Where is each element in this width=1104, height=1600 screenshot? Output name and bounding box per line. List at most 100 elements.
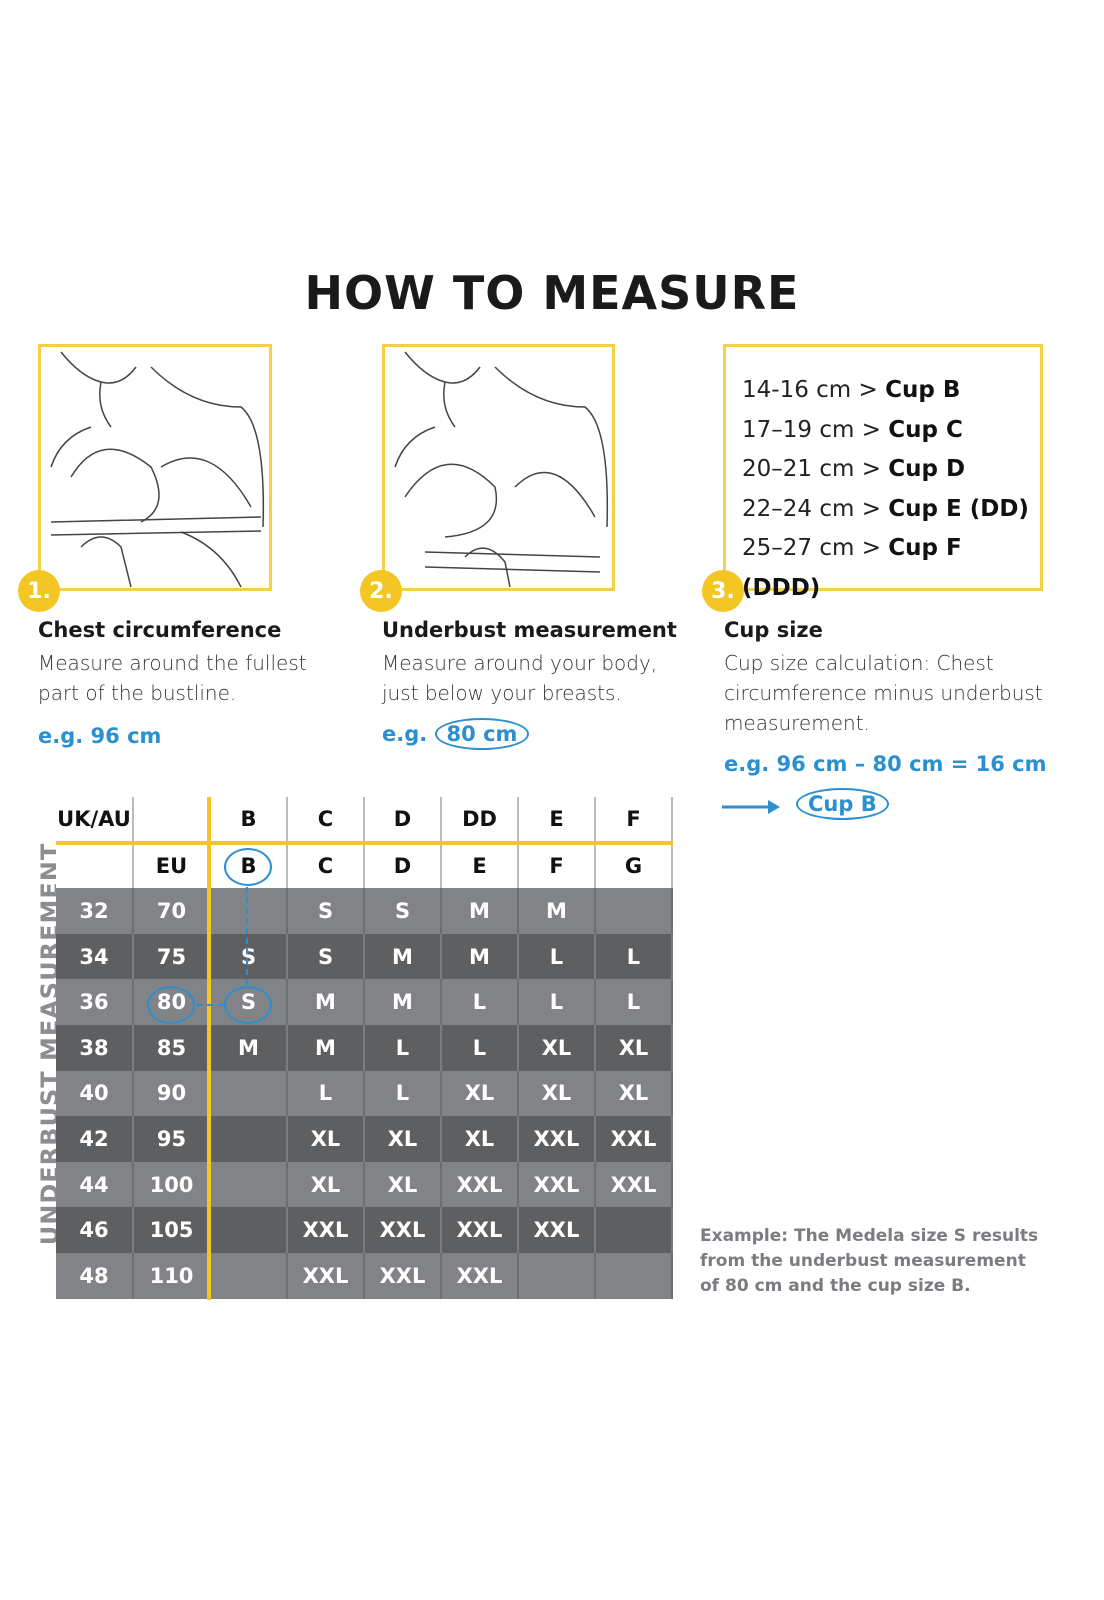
table-cell: XXL [364, 1252, 442, 1299]
table-cell: L [287, 1070, 365, 1117]
dashed-arrow-down [246, 887, 248, 985]
table-cell: XXL [441, 1207, 519, 1253]
table-cell: XL [595, 1024, 673, 1071]
table-cell: S [364, 888, 442, 934]
table-cell: B [210, 797, 288, 845]
step-3-example: e.g. 96 cm – 80 cm = 16 cm [724, 752, 1047, 776]
step-1-description: Measure around the fullest part of the b… [38, 651, 307, 705]
table-cell: E [441, 842, 519, 889]
table-cell: XL [518, 1070, 596, 1117]
table-cell: 90 [133, 1070, 211, 1117]
underbust-illustration [382, 344, 615, 591]
step-1-badge: 1. [18, 570, 60, 612]
step-2-example-value: 80 cm [434, 718, 530, 750]
step-2-example: e.g. 80 cm [382, 718, 530, 750]
table-cell: 85 [133, 1024, 211, 1071]
table-row: 38 85 M M L L XL XL [56, 1024, 673, 1071]
table-cell: M [364, 933, 442, 980]
dashed-arrow-right [196, 1004, 224, 1006]
table-cell: XL [518, 1024, 596, 1071]
table-cell: L [441, 1024, 519, 1071]
chest-measure-drawing [50, 351, 265, 588]
yellow-divider [207, 797, 211, 1300]
table-cell: 42 [56, 1116, 134, 1162]
table-cell: 36 [56, 979, 134, 1025]
table-cell: L [518, 933, 596, 980]
step-2-badge: 2. [360, 570, 402, 612]
cup-size-table: 14-16 cm > Cup B 17–19 cm > Cup C 20–21 … [723, 344, 1043, 601]
table-cell: L [441, 979, 519, 1025]
step-1-title: Chest circumference [38, 618, 282, 642]
table-cell: L [364, 1024, 442, 1071]
table-cell: UK/AU [56, 797, 134, 845]
table-cell: M [287, 979, 365, 1025]
table-cell: C [287, 797, 365, 845]
table-cell: 75 [133, 933, 211, 980]
table-cell [210, 1252, 288, 1299]
highlight-circle-b [224, 848, 272, 886]
table-cell: D [364, 842, 442, 889]
table-cell [210, 888, 288, 934]
table-cell: XXL [441, 1252, 519, 1299]
table-cell: XXL [518, 1116, 596, 1162]
table-cell: M [364, 979, 442, 1025]
step-2-description: Measure around your body, just below you… [382, 651, 658, 705]
cup-row: 20–21 cm > Cup D [742, 456, 966, 482]
table-row: UK/AU B C D DD E F [56, 797, 673, 845]
table-row: 32 70 S S M M [56, 888, 673, 934]
table-cell: XXL [364, 1207, 442, 1253]
table-cell: XXL [518, 1207, 596, 1253]
table-cell: XL [441, 1116, 519, 1162]
table-cell: 40 [56, 1070, 134, 1117]
highlight-circle-80 [147, 986, 195, 1024]
table-cell: E [518, 797, 596, 845]
table-cell [595, 1252, 673, 1299]
step-3-badge: 3. [702, 570, 744, 612]
table-cell: S [287, 933, 365, 980]
step-2-title: Underbust measurement [382, 618, 677, 642]
table-cell: XL [441, 1070, 519, 1117]
chest-illustration [38, 344, 272, 591]
table-cell: D [364, 797, 442, 845]
table-cell [210, 1207, 288, 1253]
table-cell: M [210, 1024, 288, 1071]
table-cell [210, 1161, 288, 1208]
table-cell [595, 888, 673, 934]
table-cell: M [441, 888, 519, 934]
underbust-measure-drawing [394, 351, 609, 588]
highlight-circle-s [224, 986, 272, 1024]
table-cell [56, 842, 134, 889]
table-cell: S [287, 888, 365, 934]
table-cell: 70 [133, 888, 211, 934]
table-cell: F [518, 842, 596, 889]
table-cell: XXL [441, 1161, 519, 1208]
table-row: 46 105 XXL XXL XXL XXL [56, 1207, 673, 1253]
table-row: 48 110 XXL XXL XXL [56, 1252, 673, 1299]
size-chart-table: UK/AU B C D DD E F EU B C D E F G 32 70 S S M M 34 75 S S M M L L 36… [56, 797, 673, 1299]
table-cell: XXL [287, 1207, 365, 1253]
table-cell [133, 797, 211, 845]
table-cell [518, 1252, 596, 1299]
table-row: 34 75 S S M M L L [56, 933, 673, 980]
table-cell: 44 [56, 1161, 134, 1208]
table-cell: L [595, 933, 673, 980]
cup-row: 14-16 cm > Cup B [742, 377, 961, 403]
example-note: Example: The Medela size S results from … [700, 1226, 1039, 1296]
table-cell: XL [364, 1116, 442, 1162]
cup-row: 22–24 cm > Cup E (DD) [742, 495, 1029, 522]
table-cell: 34 [56, 933, 134, 980]
table-cell: L [595, 979, 673, 1025]
step-3-description: Cup size calculation: Chest circumferenc… [724, 651, 1043, 735]
table-cell: G [595, 842, 673, 889]
table-cell: 38 [56, 1024, 134, 1071]
table-cell: M [287, 1024, 365, 1071]
page-title: HOW TO MEASURE [304, 266, 800, 320]
table-cell: 105 [133, 1207, 211, 1253]
cup-row: 25–27 cm > Cup F (DDD) [742, 535, 962, 601]
table-cell: 100 [133, 1161, 211, 1208]
table-cell: 95 [133, 1116, 211, 1162]
table-cell: XXL [287, 1252, 365, 1299]
table-cell: XXL [518, 1161, 596, 1208]
step-1-example: e.g. 96 cm [38, 724, 162, 748]
table-cell: XL [595, 1070, 673, 1117]
